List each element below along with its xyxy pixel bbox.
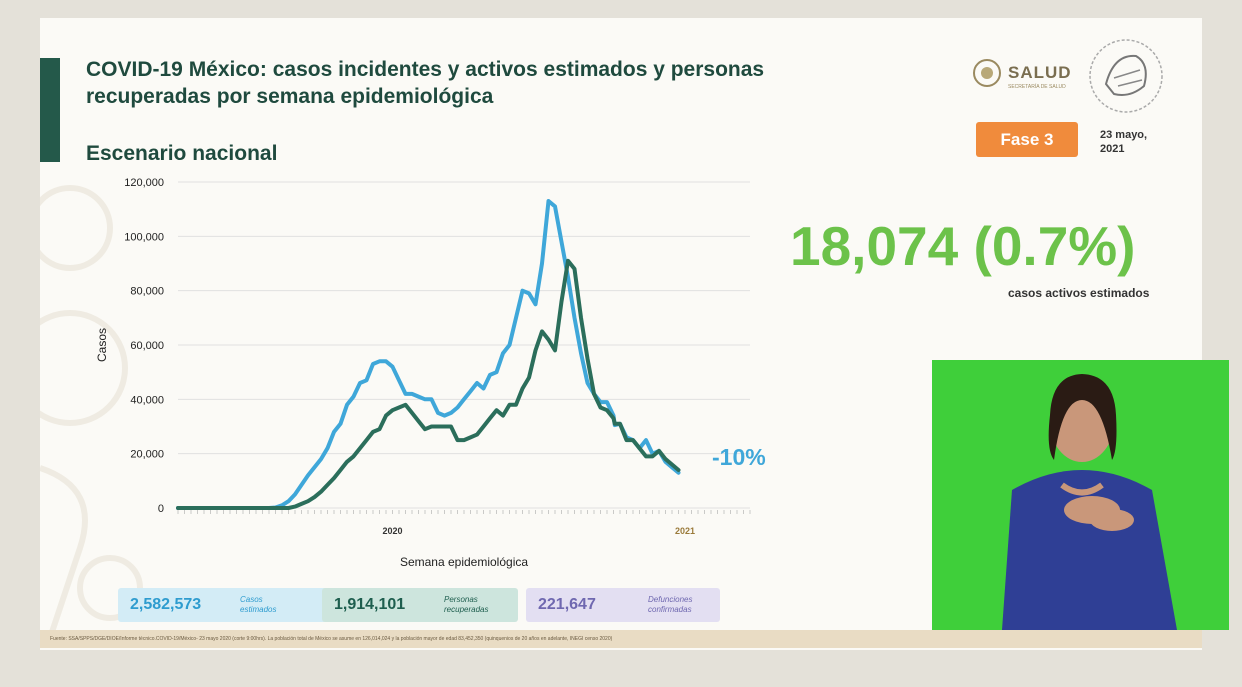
y-tick-label: 100,000 (124, 231, 164, 243)
x-axis-label: Semana epidemiológica (400, 555, 528, 569)
stat-value: 2,582,573 (130, 596, 202, 613)
cases-chart: 0 20,000 40,000 60,000 80,000 100,000 120,000 C… (92, 176, 792, 576)
stat-deaths: 221,647 Defunciones confirmadas (526, 588, 720, 622)
y-tick-label: 120,000 (124, 177, 164, 189)
stat-value: 1,914,101 (334, 596, 406, 613)
y-tick-label: 0 (158, 503, 164, 515)
logo-text: SALUD (1008, 63, 1072, 82)
source-footnote: Fuente: SSA/SPPS/DGE/DIOE/Informe técnic… (40, 630, 1202, 648)
weekly-change-label: -10% (712, 444, 766, 470)
page-title: COVID-19 México: casos incidentes y acti… (86, 58, 765, 109)
page-subtitle: Escenario nacional (86, 142, 278, 165)
report-date: 23 mayo, 2021 (1100, 129, 1148, 156)
stat-label: Casos estimados (240, 595, 277, 614)
title-accent-bar (40, 58, 60, 162)
stat-label: Personas recuperadas (444, 595, 489, 614)
cases-line-chart: 0 20,000 40,000 60,000 80,000 100,000 120,000 C… (95, 177, 751, 569)
active-cases-line (176, 258, 681, 510)
eagle-emblem-icon (1089, 39, 1163, 113)
incident-cases-line (176, 199, 681, 510)
slide: COVID-19 México: casos incidentes y acti… (40, 18, 1202, 650)
y-tick-label: 20,000 (130, 449, 164, 461)
y-tick-label: 40,000 (130, 394, 164, 406)
year-label: 2020 (382, 526, 402, 536)
seal-icon (973, 59, 1001, 87)
phase-badge: Fase 3 (976, 122, 1078, 157)
sign-language-interpreter-video (932, 360, 1229, 630)
stat-recovered: 1,914,101 Personas recuperadas (322, 588, 518, 622)
logo-subtext: SECRETARÍA DE SALUD (1008, 84, 1066, 90)
year-label: 2021 (675, 526, 695, 536)
y-tick-label: 60,000 (130, 340, 164, 352)
active-cases-value: 18,074 (0.7%) (790, 215, 1136, 277)
interpreter-figure (1002, 374, 1177, 630)
salud-logo: SALUD (972, 58, 1072, 88)
stat-value: 221,647 (538, 596, 596, 613)
y-tick-label: 80,000 (130, 286, 164, 298)
stat-label: Defunciones confirmadas (648, 595, 693, 614)
active-cases-caption: casos activos estimados (1008, 286, 1150, 300)
stat-estimated-cases: 2,582,573 Casos estimados (118, 588, 336, 622)
y-axis-label: Casos (95, 328, 109, 362)
